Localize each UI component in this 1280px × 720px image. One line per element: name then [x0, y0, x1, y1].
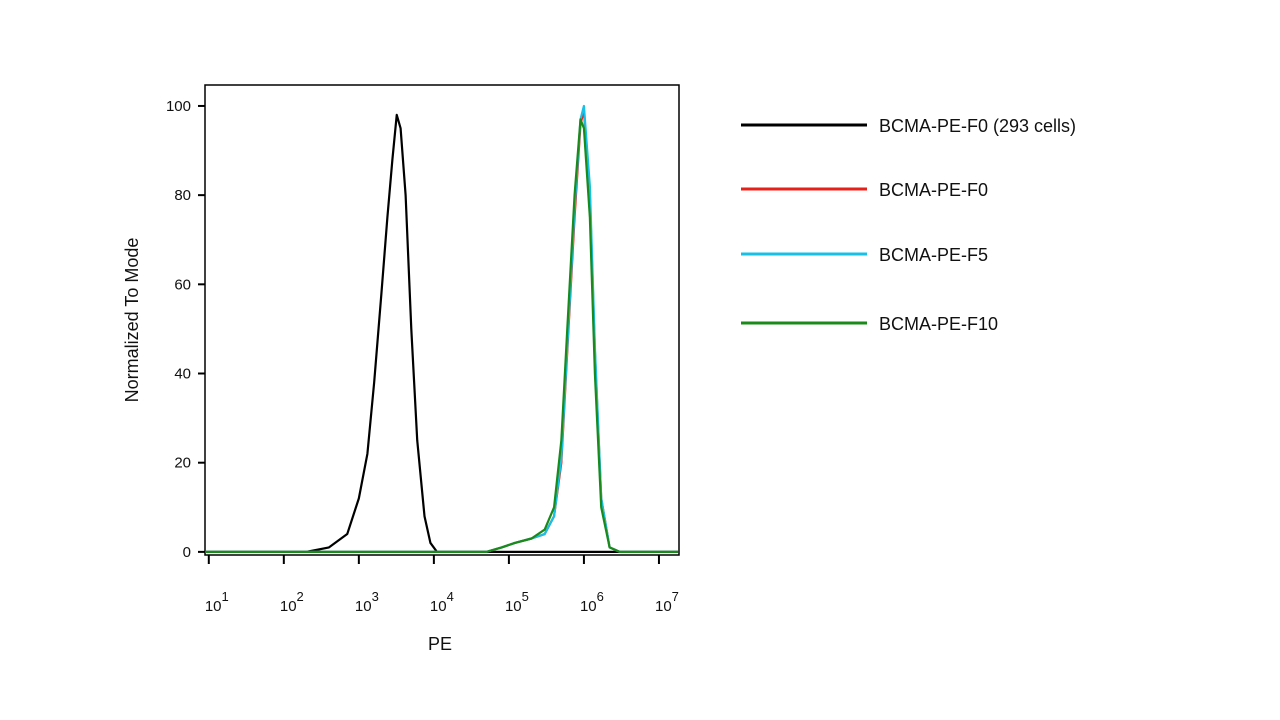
x-tick-label: 104 — [430, 589, 454, 615]
y-tick-label: 20 — [174, 455, 191, 472]
legend-label: BCMA-PE-F0 — [879, 180, 988, 200]
legend-label: BCMA-PE-F0 (293 cells) — [879, 116, 1076, 136]
y-tick-label: 40 — [174, 366, 191, 383]
y-axis-label: Normalized To Mode — [122, 238, 142, 403]
x-tick-label: 106 — [580, 589, 604, 615]
x-tick-label: 102 — [280, 589, 304, 615]
series-line — [205, 113, 679, 553]
x-tick-base: 10 — [655, 598, 672, 615]
x-tick-base: 10 — [355, 598, 372, 615]
series-line — [205, 118, 679, 553]
series-line — [205, 104, 679, 553]
series-line — [205, 109, 679, 553]
x-tick-base: 10 — [280, 598, 297, 615]
x-tick-base: 10 — [580, 598, 597, 615]
x-tick-label: 101 — [205, 589, 229, 615]
y-tick-label: 80 — [174, 187, 191, 204]
x-tick-exponent: 7 — [672, 589, 679, 604]
x-tick-exponent: 6 — [597, 589, 604, 604]
x-tick-base: 10 — [430, 598, 447, 615]
x-tick-exponent: 3 — [372, 589, 379, 604]
x-tick-base: 10 — [505, 598, 522, 615]
x-tick-base: 10 — [205, 598, 222, 615]
x-tick-exponent: 2 — [297, 589, 304, 604]
legend-label: BCMA-PE-F5 — [879, 245, 988, 265]
x-tick-exponent: 5 — [522, 589, 529, 604]
x-axis-label: PE — [428, 634, 452, 654]
x-tick-exponent: 1 — [222, 589, 229, 604]
x-tick-exponent: 4 — [447, 589, 454, 604]
y-tick-label: 100 — [166, 98, 191, 115]
plot-frame — [204, 84, 680, 556]
x-tick-label: 105 — [505, 589, 529, 615]
y-tick-label: 60 — [174, 276, 191, 293]
x-tick-label: 103 — [355, 589, 379, 615]
y-tick-label: 0 — [183, 544, 191, 561]
x-tick-label: 107 — [655, 589, 679, 615]
legend-label: BCMA-PE-F10 — [879, 314, 998, 334]
